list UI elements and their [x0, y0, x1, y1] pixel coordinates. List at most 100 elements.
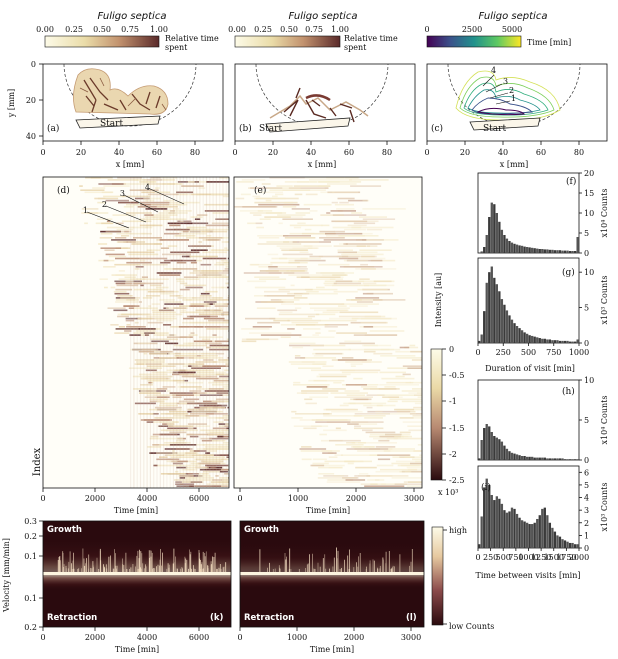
histogram-bar — [551, 458, 554, 460]
kymo-stripe — [270, 216, 303, 218]
kymo-stripe — [254, 295, 266, 297]
kymo-stripe — [141, 181, 157, 183]
kymo-stripe — [206, 346, 211, 349]
kymo-stripe — [212, 427, 229, 430]
kymo-stripe — [92, 187, 106, 189]
bars-i — [478, 478, 579, 548]
kymo-stripe — [299, 336, 335, 338]
x-tick: 60 — [152, 148, 162, 157]
panel-label: (c) — [431, 123, 443, 134]
kymo-stripe — [227, 406, 229, 409]
panel-b: Start (b) 0 20 40 60 80 x [mm] — [232, 63, 416, 169]
kymo-stripe — [312, 352, 344, 355]
histogram-bar — [520, 330, 524, 343]
kymo-stripe — [150, 338, 178, 341]
kymo-stripe — [247, 222, 256, 225]
histogram-bar — [528, 335, 531, 343]
kymo-stripe — [341, 454, 380, 456]
histogram-bar — [518, 517, 521, 548]
histogram-bar — [566, 250, 569, 253]
kymo-stripe — [196, 274, 204, 276]
histogram-bar — [500, 229, 504, 253]
kymo-stripe — [215, 475, 219, 477]
kymo-stripe — [300, 450, 340, 452]
histogram-bar — [568, 251, 572, 253]
kymo-stripe — [350, 363, 363, 365]
kymo-stripe — [173, 379, 185, 382]
kymo-stripe — [289, 232, 315, 235]
kymo-stripe — [278, 288, 313, 291]
kymo-stripe — [266, 241, 289, 243]
kymo-stripe — [264, 216, 291, 218]
histogram-bar — [505, 512, 509, 548]
kymo-stripe — [269, 177, 305, 179]
kymo-stripe — [202, 444, 212, 446]
kymo-stripe — [206, 346, 229, 349]
kymo-stripe — [412, 458, 422, 461]
kymo-stripe — [351, 226, 394, 229]
kymo-stripe — [261, 183, 271, 185]
cbar-b-tick: 0.50 — [280, 25, 298, 34]
kymo-stripe — [190, 303, 210, 305]
panel-label: (a) — [47, 123, 59, 134]
x-tick: 4000 — [137, 494, 157, 503]
y-tick: 0.1 — [24, 594, 37, 603]
kymo-stripe — [350, 185, 382, 187]
kymo-stripe — [216, 392, 229, 394]
kymo-stripe — [185, 415, 200, 417]
kymo-stripe — [113, 309, 128, 312]
kymo-stripe — [254, 197, 286, 200]
kymo-stripe — [159, 218, 169, 220]
kymo-stripe — [364, 417, 383, 419]
x-tick: 1750 — [556, 553, 576, 562]
histogram-bar — [541, 249, 544, 253]
kymo-stripe — [147, 183, 176, 185]
kymo-stripe — [402, 373, 411, 376]
kymo-stripe — [181, 375, 201, 378]
kymo-stripe — [158, 425, 174, 427]
y-tick: 5 — [584, 481, 589, 490]
kymo-stripe — [322, 365, 334, 367]
kymo-stripe — [157, 396, 170, 398]
kymo-stripe — [379, 435, 401, 438]
kymo-stripe — [156, 388, 168, 390]
kymo-stripe — [223, 458, 229, 461]
kymo-stripe — [164, 290, 179, 293]
kymo-stripe — [163, 199, 175, 202]
title-b: Fuligo septica — [289, 11, 358, 22]
kymo-stripe — [330, 392, 368, 394]
x-tick: 1000 — [287, 633, 307, 642]
kymo-stripe — [132, 307, 158, 309]
kymo-stripe — [173, 208, 179, 210]
kymo-stripe — [389, 398, 422, 401]
kymo-stripe — [198, 313, 229, 316]
kymo-stripe — [170, 251, 200, 254]
kymo-stripe — [164, 303, 184, 305]
kymo-stripe — [288, 187, 325, 189]
kymo-stripe — [354, 425, 361, 427]
histogram-bar — [576, 237, 579, 253]
kymo-stripe — [218, 359, 229, 361]
kymo-stripe — [279, 311, 293, 314]
kymo-stripe — [345, 361, 382, 363]
kymo-stripe — [272, 195, 278, 198]
kymo-stripe — [321, 224, 330, 227]
kymo-stripe — [136, 361, 165, 363]
kymo-stripe — [381, 483, 386, 485]
kymo-stripe — [350, 365, 356, 367]
y-tick: 0.2 — [24, 623, 37, 632]
kymo-stripe — [290, 284, 295, 287]
kymo-stripe — [186, 473, 199, 475]
kymo-stripe — [189, 435, 199, 438]
histogram-bar — [563, 459, 567, 460]
kymo-stripe — [146, 295, 161, 297]
y-tick: 0 — [584, 456, 589, 465]
x-tick: 40 — [306, 148, 316, 157]
kymo-stripe — [220, 259, 228, 262]
histogram-bar — [573, 341, 577, 343]
histogram-bar — [541, 457, 544, 460]
kymo-stripe — [404, 456, 413, 458]
x-tick: 2000 — [85, 494, 105, 503]
kymo-stripe — [138, 301, 142, 303]
kymo-stripe — [294, 303, 311, 305]
